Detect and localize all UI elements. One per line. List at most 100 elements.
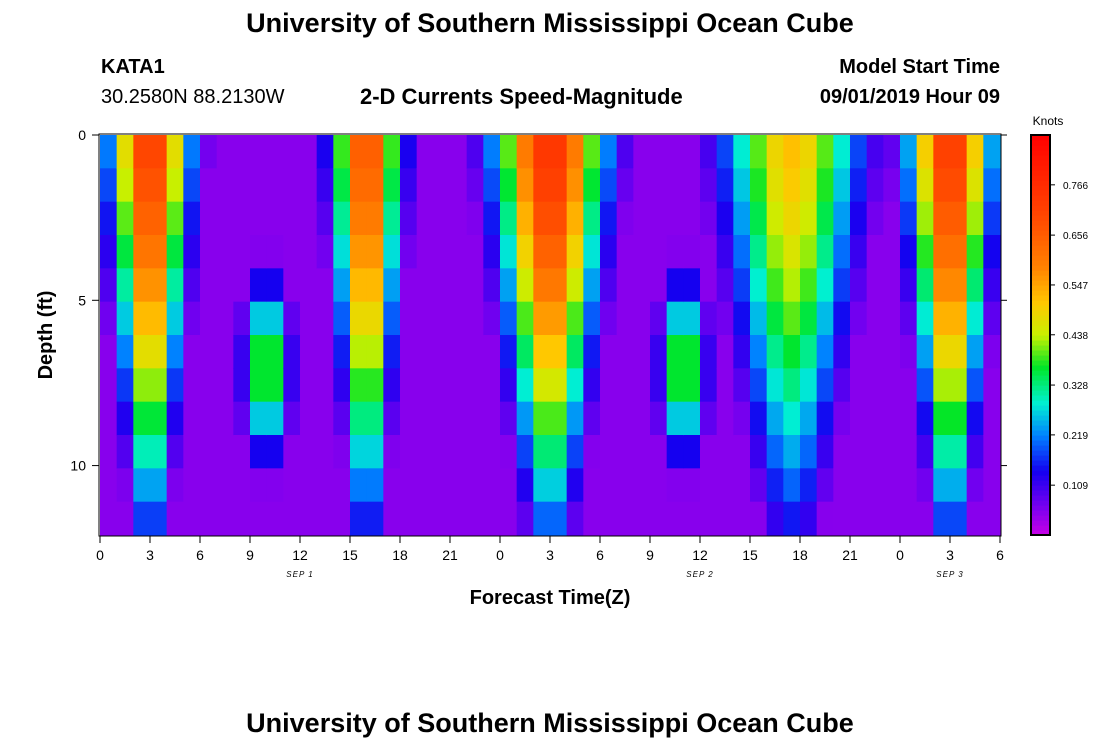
heat-cell [233,235,251,269]
heat-cell [733,335,751,369]
colorbar-segment [1031,320,1050,326]
heat-cell [716,501,734,536]
heat-cell [650,235,668,269]
heat-cell [583,501,601,536]
heat-cell [183,135,201,169]
colorbar-segment [1031,185,1050,191]
heat-cell [783,401,801,436]
heat-cell [516,435,534,469]
heat-cell [433,435,451,469]
heat-cell [850,168,868,203]
heat-cell [216,168,234,203]
heat-cell [550,501,568,536]
heat-cell [750,168,768,203]
heat-cell [800,168,818,203]
heat-cell [533,268,551,303]
heat-cell [183,468,201,503]
colorbar-segment [1031,345,1050,351]
heat-cell [366,301,384,336]
colorbar-segment [1031,385,1050,391]
heat-cell [333,135,351,169]
heat-cell [850,435,868,469]
heat-cell [650,268,668,303]
heat-cell [616,301,634,336]
heat-cell [733,235,751,269]
heat-cell [666,335,684,369]
colorbar-segment [1031,165,1050,171]
heat-cell [883,135,901,169]
heat-cell [616,501,634,536]
heat-cell [700,401,718,436]
heat-cell [800,201,818,236]
heat-cell [600,468,618,503]
colorbar-segment [1031,495,1050,501]
colorbar-segment [1031,455,1050,461]
heat-cell [283,201,301,236]
heat-cell [933,368,951,403]
colorbar-segment [1031,225,1050,231]
heat-cell [900,135,918,169]
heat-cell [766,501,784,536]
heat-cell [300,468,318,503]
colorbar-segment [1031,390,1050,396]
heat-cell [766,168,784,203]
heat-cell [916,335,934,369]
heat-cell [366,168,384,203]
colorbar-tick-label: 0.219 [1063,431,1088,442]
heat-cell [800,301,818,336]
heat-cell [983,235,1001,269]
colorbar-segment [1031,520,1050,526]
heat-cell [416,301,434,336]
heat-cell [700,135,718,169]
heat-cell [866,268,884,303]
heat-cell [600,168,618,203]
heat-cell [233,135,251,169]
heat-cell [666,201,684,236]
heat-cell [433,468,451,503]
colorbar-segment [1031,245,1050,251]
colorbar-segment [1031,190,1050,196]
heat-cell [366,468,384,503]
heat-cell [216,501,234,536]
heat-cell [866,201,884,236]
heat-cell [516,201,534,236]
heat-cell [283,435,301,469]
heat-cell [316,235,334,269]
heat-cell [800,468,818,503]
heat-cell [700,235,718,269]
heat-cell [683,235,701,269]
heat-cell [366,268,384,303]
heat-cell [766,201,784,236]
heat-cell [800,401,818,436]
heat-cell [750,468,768,503]
heat-cell [416,468,434,503]
heat-cell [766,468,784,503]
heat-cell [700,468,718,503]
heat-cell [866,235,884,269]
heat-cell [116,435,134,469]
y-tick-label: 10 [70,458,86,474]
colorbar-segment [1031,510,1050,516]
heat-cell [366,435,384,469]
heat-cell [250,335,268,369]
heat-cell [933,201,951,236]
heat-cell [516,235,534,269]
heat-cell [266,435,284,469]
colorbar-segment [1031,240,1050,246]
heat-cell [866,501,884,536]
heat-cell [850,368,868,403]
heat-cell [366,135,384,169]
heat-cell [916,168,934,203]
heat-cell [450,168,468,203]
heat-cell [350,501,368,536]
heat-cell [900,235,918,269]
heat-cell [466,435,484,469]
heat-cell [166,368,184,403]
colorbar-segment [1031,170,1050,176]
colorbar-segment [1031,215,1050,221]
heat-cell [416,201,434,236]
heat-cell [900,435,918,469]
heat-cell [783,201,801,236]
station-coords: 30.2580N 88.2130W [101,86,285,108]
colorbar-segment [1031,160,1050,166]
